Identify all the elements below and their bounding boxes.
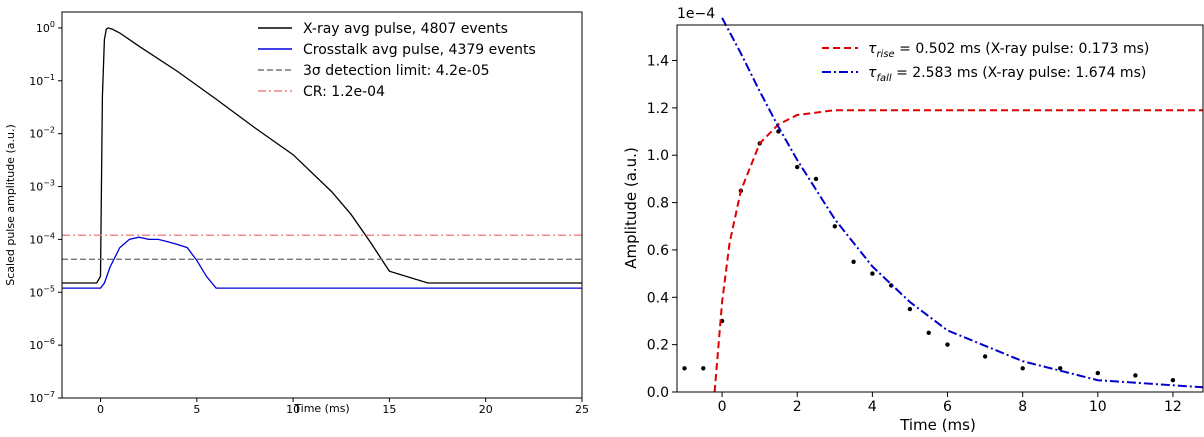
left-series-line-1 — [62, 236, 582, 289]
right-y-tick-label: 1.2 — [647, 101, 669, 117]
right-plot-frame — [676, 24, 1204, 393]
right-data-point — [701, 366, 706, 371]
right-y-tick-label: 0.4 — [647, 290, 669, 306]
right-y-offset-text: 1e−4 — [677, 6, 715, 22]
right-data-point — [1020, 366, 1025, 371]
left-y-tick-label: 10−6 — [29, 337, 55, 352]
right-data-point — [795, 164, 800, 170]
right-data-point — [870, 271, 875, 276]
left-x-tick-label: 15 — [382, 403, 396, 416]
left-x-tick-label: 5 — [193, 403, 200, 416]
left-y-tick-label: 10−3 — [29, 179, 55, 194]
left-y-tick-label: 10−1 — [29, 73, 55, 88]
left-series-line-0 — [62, 27, 582, 284]
right-x-tick-label: 10 — [1089, 399, 1107, 415]
left-legend-label: 3σ detection limit: 4.2e-05 — [303, 63, 490, 79]
right-data-point — [1095, 370, 1101, 376]
right-x-tick-label: 4 — [868, 399, 877, 415]
right-legend-label: τfall = 2.583 ms (X-ray pulse: 1.674 ms) — [868, 65, 1146, 84]
right-x-axis-label: Time (ms) — [899, 416, 976, 434]
left-x-axis-label: Time (ms) — [293, 402, 349, 415]
right-legend-label: τrise = 0.502 ms (X-ray pulse: 0.173 ms) — [868, 41, 1149, 60]
right-y-tick-label: 1.4 — [647, 54, 669, 70]
left-y-tick-label: 10−7 — [29, 390, 55, 405]
right-data-point — [1058, 366, 1063, 371]
right-data-point — [1170, 378, 1176, 383]
left-legend-label: Crosstalk avg pulse, 4379 events — [303, 42, 536, 58]
right-y-tick-label: 1.0 — [647, 148, 669, 164]
left-x-tick-label: 20 — [479, 403, 493, 416]
left-y-tick-label: 10−5 — [29, 284, 55, 299]
right-data-point — [945, 342, 950, 347]
left-legend-label: X-ray avg pulse, 4807 events — [303, 21, 508, 37]
right-y-axis-label: Amplitude (a.u.) — [622, 147, 640, 269]
right-data-point — [682, 366, 687, 371]
right-data-point — [926, 330, 931, 335]
right-y-tick-label: 0.6 — [647, 243, 669, 259]
right-data-point — [832, 224, 837, 229]
right-fit-line-0 — [713, 109, 1203, 393]
right-data-point — [851, 259, 856, 264]
right-data-point — [907, 306, 913, 312]
left-legend-label: CR: 1.2e-04 — [303, 84, 385, 100]
right-fit-line-1 — [721, 17, 1204, 389]
left-x-tick-label: 25 — [575, 403, 589, 416]
right-data-point — [813, 176, 819, 182]
left-y-axis-label: Scaled pulse amplitude (a.u.) — [4, 124, 17, 285]
left-legend: X-ray avg pulse, 4807 events Crosstalk av… — [258, 21, 536, 100]
right-data-point — [1133, 373, 1138, 378]
left-y-tick-label: 10−4 — [29, 231, 55, 246]
right-y-tick-label: 0.8 — [647, 196, 669, 212]
right-x-tick-label: 8 — [1018, 399, 1027, 415]
right-x-tick-label: 0 — [718, 399, 727, 415]
right-y-tick-label: 0.0 — [647, 385, 669, 401]
left-plot-frame — [61, 11, 583, 399]
left-y-tick-label: 10−2 — [29, 126, 55, 141]
right-x-tick-label: 6 — [943, 399, 952, 415]
right-y-tick-label: 0.2 — [647, 338, 669, 354]
right-x-tick-label: 2 — [793, 399, 802, 415]
right-x-tick-label: 12 — [1164, 399, 1182, 415]
right-chart: 0 2 4 6 8 10 12 0.0 0.2 0.4 0.6 0.8 1.0 1.2 1.4 Time (… — [622, 6, 1204, 434]
left-chart: 0 5 10 15 20 25 100 10−1 10−2 10−3 10−4 10−5 10−6 10−… — [4, 11, 589, 416]
left-y-tick-label: 100 — [36, 20, 55, 35]
left-x-tick-label: 0 — [97, 403, 104, 416]
right-legend: τrise = 0.502 ms (X-ray pulse: 0.173 ms)… — [822, 41, 1149, 84]
left-x-tick-label: 10 — [286, 403, 300, 416]
right-data-point — [982, 354, 988, 359]
